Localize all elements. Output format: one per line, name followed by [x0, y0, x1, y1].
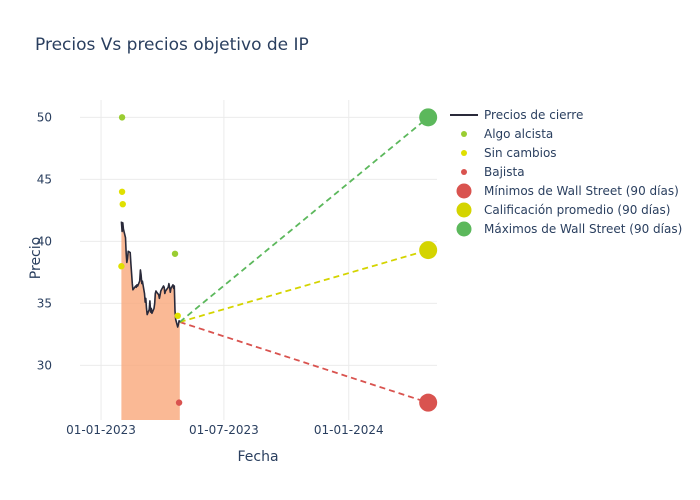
average-target-marker	[419, 241, 438, 260]
close-price-path	[120, 221, 181, 328]
legend-marker-swatch	[456, 202, 472, 218]
rating-point	[118, 188, 126, 195]
high-target-line	[179, 116, 429, 323]
legend-item-label: Calificación promedio (90 días)	[484, 203, 670, 217]
legend-marker-swatch	[456, 221, 472, 237]
y-tick-label: 40	[37, 234, 52, 248]
rating-point	[171, 250, 179, 257]
rating-point	[118, 114, 126, 121]
rating-point	[175, 399, 183, 406]
y-axis-title: Precio	[28, 237, 44, 279]
high-target-marker	[419, 108, 438, 127]
x-tick-label: 01-01-2023	[66, 423, 136, 437]
close-price-line	[120, 221, 181, 328]
legend-dot-swatch	[461, 150, 467, 156]
axes: 30 35 40 45 50 01-01-2023 01-07-2023 01-01-2024	[37, 110, 384, 437]
legend-dot-swatch	[461, 169, 467, 175]
x-tick-label: 01-01-2024	[314, 423, 384, 437]
y-tick-label: 45	[37, 172, 52, 186]
rating-points	[118, 108, 438, 412]
legend-item-label: Bajista	[484, 165, 525, 179]
y-tick-label: 30	[37, 358, 52, 372]
legend-item-label: Algo alcista	[484, 127, 553, 141]
close-price-area	[121, 221, 180, 420]
chart-title: Precios Vs precios objetivo de IP	[35, 35, 309, 55]
legend-marker-swatch	[456, 183, 472, 199]
legend-item-label: Mínimos de Wall Street (90 días)	[484, 184, 679, 198]
close-price-fill	[121, 221, 180, 420]
legend-item-label: Precios de cierre	[484, 108, 583, 122]
x-tick-label: 01-07-2023	[189, 423, 259, 437]
legend-dot-swatch	[461, 131, 467, 137]
target-lines	[179, 116, 429, 404]
rating-point	[119, 200, 126, 208]
average-target-line	[179, 249, 429, 323]
y-tick-label: 35	[37, 296, 52, 310]
rating-point	[118, 263, 125, 270]
rating-point	[174, 312, 181, 320]
legend[interactable]: Precios de cierre Algo alcista Sin cambios…	[450, 108, 682, 237]
legend-item-label: Máximos de Wall Street (90 días)	[484, 222, 682, 236]
legend-item-label: Sin cambios	[484, 146, 557, 160]
x-axis-title: Fecha	[237, 449, 278, 465]
y-tick-label: 50	[37, 110, 52, 124]
low-target-marker	[419, 393, 438, 412]
low-target-line	[179, 321, 429, 404]
